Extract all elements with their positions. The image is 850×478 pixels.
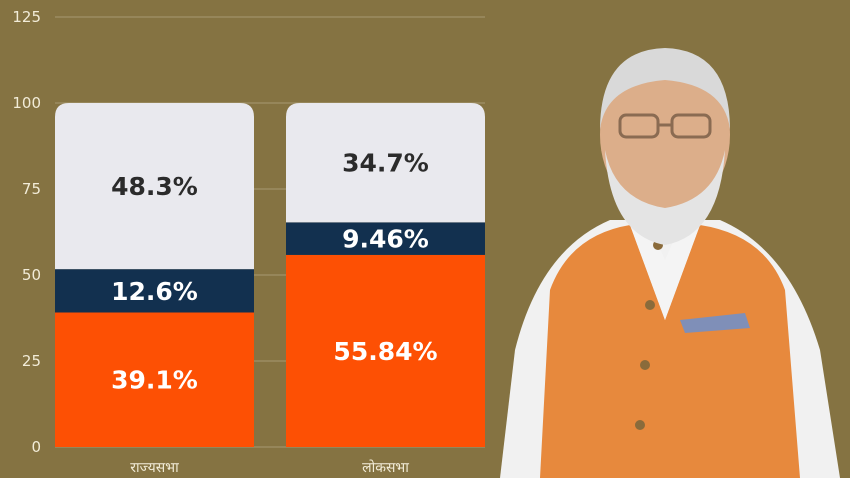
data-label: 9.46% [342, 225, 429, 254]
y-tick-label: 0 [31, 438, 41, 456]
data-label: 55.84% [333, 337, 437, 366]
bar-segment-light [286, 103, 485, 223]
bar-segment-navy [286, 222, 485, 255]
y-tick-label: 25 [22, 352, 41, 370]
data-label: 39.1% [111, 366, 198, 395]
y-tick-label: 50 [22, 266, 41, 284]
x-category-label: राज्यसभा [130, 460, 179, 476]
y-tick-label: 100 [12, 94, 41, 112]
x-category-label: लोकसभा [362, 459, 409, 476]
data-label: 48.3% [111, 172, 198, 201]
y-tick-label: 75 [22, 180, 41, 198]
bar-segment-light [55, 103, 254, 270]
y-tick-label: 125 [12, 8, 41, 26]
bar-segment-orange [286, 254, 485, 447]
bar-segment-orange [55, 312, 254, 447]
bar-segment-navy [55, 269, 254, 313]
data-label: 34.7% [342, 149, 429, 178]
person-portrait-icon [500, 48, 840, 478]
data-label: 12.6% [111, 277, 198, 306]
